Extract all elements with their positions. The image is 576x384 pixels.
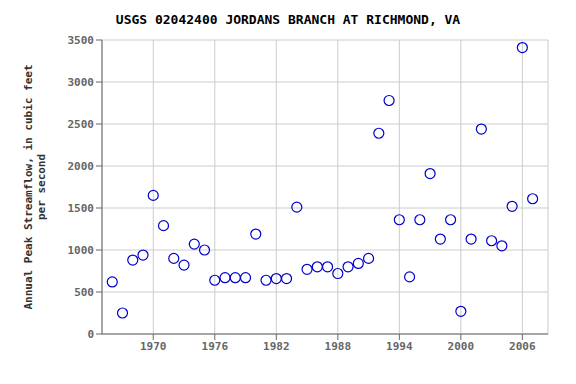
svg-text:1994: 1994 xyxy=(386,340,413,353)
svg-text:1976: 1976 xyxy=(202,340,229,353)
svg-text:1000: 1000 xyxy=(68,244,95,257)
svg-text:500: 500 xyxy=(74,286,94,299)
html-text:USGS 02042400 JORDANS BRANCH A: USGS 02042400 JORDANS BRANCH AT RICHMOND… xyxy=(115,12,461,27)
svg-text:2000: 2000 xyxy=(448,340,475,353)
svg-text:3000: 3000 xyxy=(68,76,95,89)
svg-text:1500: 1500 xyxy=(68,202,95,215)
svg-text:1970: 1970 xyxy=(140,340,167,353)
svg-text:2500: 2500 xyxy=(68,118,95,131)
svg-text:2006: 2006 xyxy=(509,340,536,353)
svg-text:2000: 2000 xyxy=(68,160,95,173)
svg-text:1988: 1988 xyxy=(325,340,352,353)
svg-text:0: 0 xyxy=(87,328,94,341)
svg-text:1982: 1982 xyxy=(263,340,290,353)
svg-text:3500: 3500 xyxy=(68,34,95,47)
svg-text:Annual Peak Streamflow, in cub: Annual Peak Streamflow, in cubic feetper… xyxy=(22,64,48,309)
